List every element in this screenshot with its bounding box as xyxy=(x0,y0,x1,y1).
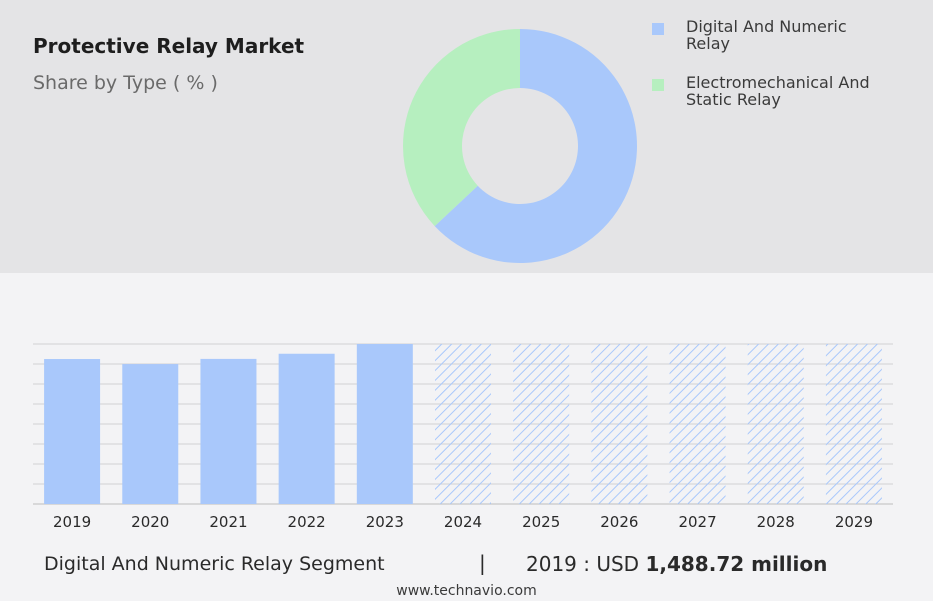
x-tick-label: 2027 xyxy=(678,513,716,531)
x-tick-label: 2023 xyxy=(366,513,404,531)
bar-forecast-2024 xyxy=(435,344,491,504)
bar-forecast-2026 xyxy=(591,344,648,504)
bar-2021 xyxy=(200,358,257,504)
summary-divider: | xyxy=(479,551,486,575)
x-tick-label: 2029 xyxy=(835,513,873,531)
bar-2019 xyxy=(44,359,101,504)
legend-item-digital: Digital And Numeric Relay xyxy=(652,18,922,52)
x-tick-label: 2021 xyxy=(209,513,247,531)
donut-slice-electromechanical xyxy=(403,29,520,227)
donut-slice-digital xyxy=(434,29,637,263)
bar-forecast-2027 xyxy=(669,344,726,504)
x-tick-label: 2025 xyxy=(522,513,560,531)
bar-chart: 2019 2020 2021 2022 2023 2024 2025 2026 2027 2028… xyxy=(33,343,893,531)
segment-amount: 1,488.72 million xyxy=(645,552,828,576)
legend-label-digital-line2: Relay xyxy=(686,34,730,53)
segment-label: Digital And Numeric Relay Segment xyxy=(44,553,385,575)
x-tick-label: 2020 xyxy=(131,513,169,531)
bar-forecast-2028 xyxy=(747,344,804,504)
chart-title: Protective Relay Market xyxy=(33,34,305,58)
bar-forecast-2029 xyxy=(825,344,882,504)
x-tick-label: 2024 xyxy=(444,513,482,531)
legend-label-digital-line1: Digital And Numeric xyxy=(686,17,847,36)
legend-swatch-electromechanical xyxy=(652,79,664,91)
bar-forecast-2025 xyxy=(513,344,570,504)
x-tick-label: 2019 xyxy=(53,513,91,531)
bar-2020 xyxy=(122,364,179,504)
legend: Digital And Numeric Relay Electromechani… xyxy=(652,18,922,130)
segment-year-prefix: 2019 : USD xyxy=(526,552,640,576)
legend-swatch-digital xyxy=(652,23,664,35)
bar-2022 xyxy=(278,353,335,504)
legend-item-electromechanical: Electromechanical And Static Relay xyxy=(652,74,922,108)
chart-subtitle: Share by Type ( % ) xyxy=(33,72,218,94)
legend-label-electromechanical-line1: Electromechanical And xyxy=(686,73,870,92)
bar-2023 xyxy=(356,344,413,504)
donut-chart xyxy=(403,29,637,263)
segment-value: 2019 : USD 1,488.72 million xyxy=(526,552,827,576)
x-tick-label: 2028 xyxy=(757,513,795,531)
x-tick-label: 2022 xyxy=(288,513,326,531)
x-tick-label: 2026 xyxy=(600,513,638,531)
footer-site: www.technavio.com xyxy=(396,583,537,599)
legend-label-electromechanical-line2: Static Relay xyxy=(686,90,781,109)
